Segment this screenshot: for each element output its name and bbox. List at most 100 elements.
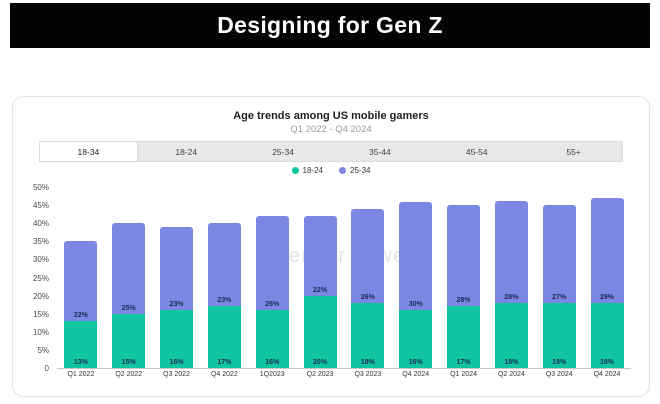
- bar-value-label: 27%: [552, 293, 567, 301]
- bar-Q3 2023[interactable]: 26% 18%: [351, 208, 385, 368]
- segment-18-24[interactable]: 18%: [542, 302, 576, 368]
- bar-value-label: 26%: [265, 301, 280, 309]
- bar-group-Q4 2024: 30% 16% Q4 2024: [392, 187, 440, 378]
- segment-18-24[interactable]: 16%: [399, 310, 433, 368]
- segment-18-24[interactable]: 18%: [351, 302, 385, 368]
- bar-group-Q4 2022: 23% 17% Q4 2022: [200, 187, 248, 378]
- bar-value-label: 17%: [217, 359, 232, 366]
- bar-Q4 2022[interactable]: 23% 17%: [207, 223, 241, 368]
- segment-18-24[interactable]: 16%: [255, 310, 289, 368]
- legend-item-18-24[interactable]: 18-24: [291, 166, 323, 175]
- segment-18-24[interactable]: 17%: [447, 306, 481, 368]
- bar-group-Q1 2024: 28% 17% Q1 2024: [440, 187, 488, 378]
- bar-value-label: 18%: [600, 359, 615, 366]
- segment-25-34[interactable]: 28%: [494, 201, 528, 303]
- bar-value-label: 28%: [504, 293, 519, 301]
- y-tick-label: 10%: [32, 327, 49, 337]
- segment-25-34[interactable]: 27%: [542, 205, 576, 303]
- segment-25-34[interactable]: 28%: [447, 205, 481, 307]
- bar-Q2 2024[interactable]: 28% 18%: [494, 201, 528, 368]
- bar-group-Q2 2023: 22% 20% Q2 2023: [296, 187, 344, 378]
- segment-25-34[interactable]: 26%: [255, 215, 289, 311]
- bar-value-label: 23%: [217, 297, 232, 305]
- legend-label: 18-24: [302, 166, 323, 175]
- bar-Q3 2024[interactable]: 27% 18%: [542, 205, 576, 368]
- bar-value-label: 29%: [600, 293, 615, 301]
- segment-25-34[interactable]: 23%: [207, 223, 241, 307]
- segment-18-24[interactable]: 18%: [494, 302, 528, 368]
- bar-group-Q4 2024: 29% 18% Q4 2024: [583, 187, 631, 378]
- bar-value-label: 25%: [121, 304, 136, 312]
- bar-Q1 2022[interactable]: 22% 13%: [64, 241, 98, 368]
- bar-group-Q3 2022: 23% 16% Q3 2022: [153, 187, 201, 378]
- bar-value-label: 16%: [265, 359, 280, 366]
- age-tabs: 18-34 18-24 25-34 35-44 45-54 55+: [39, 141, 623, 162]
- bar-group-1Q2023: 26% 16% 1Q2023: [248, 187, 296, 378]
- y-tick-label: 20%: [32, 291, 49, 301]
- tab-45-54[interactable]: 45-54: [465, 146, 488, 157]
- chart-legend: 18-24 25-34: [13, 166, 649, 175]
- legend-item-25-34[interactable]: 25-34: [339, 166, 370, 175]
- slide-title-banner: Designing for Gen Z: [10, 3, 650, 48]
- segment-18-24[interactable]: 16%: [160, 310, 194, 368]
- bar-1Q2023[interactable]: 26% 16%: [255, 215, 289, 368]
- bar-value-label: 22%: [313, 286, 328, 294]
- x-axis-label: Q4 2022: [210, 371, 238, 378]
- slide-title: Designing for Gen Z: [217, 12, 443, 38]
- segment-25-34[interactable]: 22%: [303, 215, 337, 296]
- segment-18-24[interactable]: 13%: [64, 320, 98, 368]
- tab-18-34[interactable]: 18-34: [40, 142, 138, 161]
- chart-subtitle: Q1 2022 - Q4 2024: [290, 124, 372, 135]
- bar-value-label: 16%: [169, 359, 184, 366]
- bar-value-label: 18%: [360, 359, 375, 366]
- x-axis-label: 1Q2023: [259, 371, 285, 378]
- tab-18-24[interactable]: 18-24: [175, 146, 198, 157]
- bar-value-label: 18%: [504, 359, 519, 366]
- x-axis-label: Q3 2023: [354, 371, 382, 378]
- bar-Q2 2022[interactable]: 25% 15%: [112, 223, 146, 368]
- segment-18-24[interactable]: 18%: [590, 302, 624, 368]
- segment-25-34[interactable]: 29%: [590, 197, 624, 303]
- bar-value-label: 20%: [313, 359, 328, 366]
- x-axis-label: Q3 2022: [163, 371, 190, 378]
- x-axis-label: Q2 2022: [115, 371, 143, 378]
- legend-label: 25-34: [350, 166, 371, 175]
- y-tick-label: 50%: [32, 183, 49, 192]
- bar-value-label: 13%: [73, 359, 88, 366]
- tab-25-34[interactable]: 25-34: [272, 146, 294, 157]
- y-tick-label: 40%: [32, 219, 49, 229]
- legend-dot-icon: [339, 167, 346, 174]
- bar-group-Q3 2023: 26% 18% Q3 2023: [344, 187, 392, 378]
- segment-18-24[interactable]: 20%: [303, 295, 337, 368]
- bar-value-label: 30%: [408, 301, 423, 309]
- segment-25-34[interactable]: 25%: [112, 223, 146, 314]
- bar-value-label: 22%: [73, 311, 88, 319]
- bar-value-label: 16%: [408, 359, 423, 366]
- chart-card: Age trends among US mobile gamers Q1 202…: [12, 96, 650, 397]
- bar-Q3 2022[interactable]: 23% 16%: [160, 226, 194, 368]
- segment-25-34[interactable]: 30%: [399, 201, 433, 311]
- y-axis: 0 5% 10% 15% 20% 25% 30% 35% 40% 45% 50%: [13, 183, 49, 373]
- y-tick-label: 5%: [37, 345, 49, 355]
- x-axis-label: Q2 2024: [497, 371, 525, 378]
- bar-value-label: 18%: [552, 359, 567, 366]
- segment-25-34[interactable]: 26%: [351, 208, 385, 303]
- bar-Q4 2024[interactable]: 29% 18%: [590, 197, 624, 368]
- bar-value-label: 23%: [169, 301, 184, 309]
- segment-18-24[interactable]: 17%: [207, 306, 241, 368]
- bar-group-Q1 2022: 22% 13% Q1 2022: [57, 187, 105, 378]
- bar-chart-plot: Sensor Tower 22% 13% Q1 2022 25% 15% Q2 2022 2…: [57, 187, 631, 378]
- bar-value-label: 28%: [456, 297, 471, 305]
- bar-Q4 2024[interactable]: 30% 16%: [399, 201, 433, 368]
- segment-25-34[interactable]: 22%: [64, 241, 98, 321]
- segment-25-34[interactable]: 23%: [160, 226, 194, 311]
- tab-35-44[interactable]: 35-44: [369, 146, 391, 157]
- bar-Q1 2024[interactable]: 28% 17%: [447, 205, 481, 368]
- segment-18-24[interactable]: 15%: [112, 313, 146, 368]
- bar-Q2 2023[interactable]: 22% 20%: [303, 215, 337, 368]
- y-tick-label: 35%: [32, 237, 49, 247]
- tab-55+[interactable]: 55+: [566, 146, 581, 157]
- bar-value-label: 26%: [360, 293, 375, 301]
- bar-group-Q2 2024: 28% 18% Q2 2024: [487, 187, 535, 378]
- x-axis-label: Q4 2024: [593, 371, 621, 378]
